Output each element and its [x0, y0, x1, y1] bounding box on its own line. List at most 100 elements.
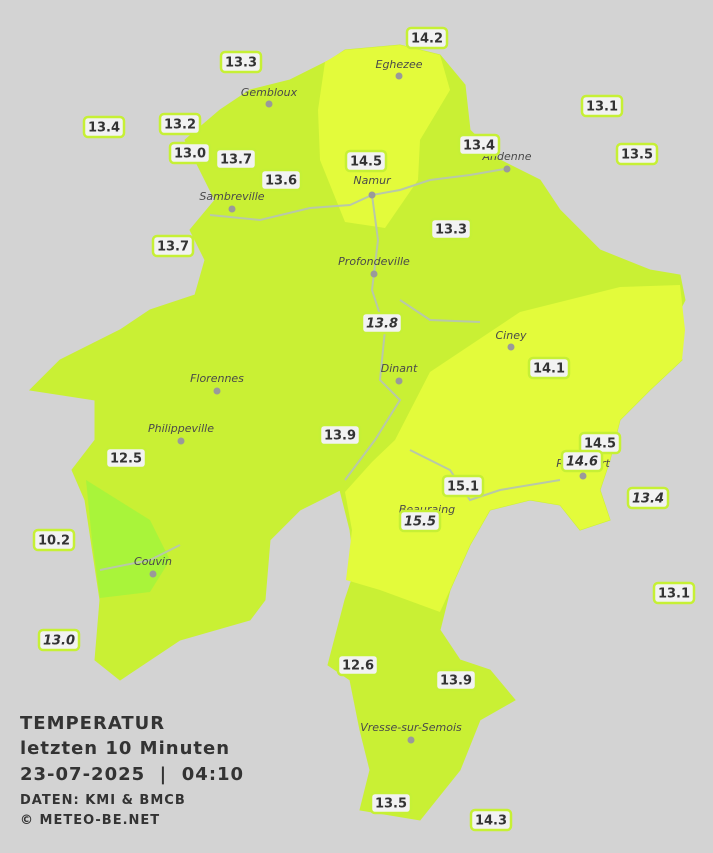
- city-label: Florennes: [190, 372, 244, 385]
- station-value: 14.2: [411, 32, 443, 47]
- city-dot: [177, 437, 185, 445]
- station: 13.0: [168, 141, 212, 165]
- station-box: [652, 581, 696, 605]
- city-label: Profondeville: [338, 255, 410, 268]
- station-value: 13.3: [225, 56, 257, 71]
- station-value: 13.3: [435, 223, 467, 238]
- city-label: Couvin: [134, 555, 172, 568]
- station-value: 13.2: [164, 118, 196, 133]
- station-value: 13.5: [621, 148, 653, 163]
- station-value: 13.7: [157, 240, 189, 255]
- station-box: [336, 653, 380, 677]
- station: 13.5: [615, 142, 659, 166]
- city-label: Sambreville: [199, 190, 264, 203]
- station-box: [527, 356, 571, 380]
- station-value: 12.6: [342, 659, 374, 674]
- station: 14.5: [344, 149, 388, 173]
- station-value: 15.5: [404, 515, 436, 530]
- city-label: Dinant: [381, 362, 418, 375]
- station-value: 13.4: [632, 492, 664, 507]
- station-box: [151, 234, 195, 258]
- city-label: Ciney: [496, 329, 527, 342]
- station: 15.5: [398, 509, 442, 533]
- city-dot: [395, 377, 403, 385]
- station-value: 12.5: [110, 452, 142, 467]
- station-box: [219, 50, 263, 74]
- station-value: 13.4: [88, 121, 120, 136]
- station: 15.1: [441, 474, 485, 498]
- station-value: 13.0: [43, 634, 75, 649]
- station-value: 13.0: [174, 147, 206, 162]
- station: 13.9: [434, 668, 478, 692]
- station: 13.7: [214, 147, 258, 171]
- city-label: Namur: [353, 174, 392, 187]
- station: 13.4: [457, 133, 501, 157]
- city-dot: [228, 205, 236, 213]
- city-label: Vresse-sur-Semois: [360, 721, 462, 734]
- station-box: [344, 149, 388, 173]
- station: 13.3: [429, 217, 473, 241]
- station: 12.6: [336, 653, 380, 677]
- station: 13.6: [259, 168, 303, 192]
- legend-period: letzten 10 Minuten: [20, 738, 230, 759]
- station-value: 13.8: [366, 317, 398, 332]
- station-value: 13.9: [324, 429, 356, 444]
- station: 13.8: [360, 311, 404, 335]
- station: 13.1: [580, 94, 624, 118]
- station: 13.4: [82, 115, 126, 139]
- station-box: [318, 423, 362, 447]
- station: 14.3: [469, 808, 513, 832]
- station-box: [560, 449, 604, 473]
- station-box: [626, 486, 670, 510]
- city-dot: [370, 270, 378, 278]
- city-label: Gembloux: [241, 86, 298, 99]
- station: 14.5: [578, 431, 622, 455]
- city-dot: [407, 736, 415, 744]
- station-box: [429, 217, 473, 241]
- station-value: 13.1: [586, 100, 618, 115]
- city-dot: [149, 570, 157, 578]
- station-box: [469, 808, 513, 832]
- station-value: 15.1: [447, 480, 479, 495]
- station-box: [360, 311, 404, 335]
- station: 14.2: [405, 26, 449, 50]
- station-value: 13.9: [440, 674, 472, 689]
- station: 13.7: [151, 234, 195, 258]
- station-value: 13.7: [220, 153, 252, 168]
- city-dot: [265, 100, 273, 108]
- station-box: [259, 168, 303, 192]
- station-box: [214, 147, 258, 171]
- station: 13.2: [158, 112, 202, 136]
- station: 14.1: [527, 356, 571, 380]
- station-box: [398, 509, 442, 533]
- city-dot: [579, 472, 587, 480]
- station: 13.3: [219, 50, 263, 74]
- station-box: [104, 446, 148, 470]
- station-box: [37, 628, 81, 652]
- station-box: [615, 142, 659, 166]
- city-label: Eghezee: [376, 58, 423, 71]
- city-dot: [503, 165, 511, 173]
- station-box: [441, 474, 485, 498]
- warm-zone: [318, 45, 450, 228]
- station: 13.1: [652, 581, 696, 605]
- city-dot: [368, 191, 376, 199]
- city-label: Philippeville: [148, 422, 214, 435]
- legend-source: DATEN: KMI & BMCB: [20, 793, 186, 808]
- station-value: 14.5: [584, 437, 616, 452]
- station: 14.6: [560, 449, 604, 473]
- station-box: [457, 133, 501, 157]
- legend-copyright: © METEO-BE.NET: [20, 813, 160, 828]
- city-dot: [213, 387, 221, 395]
- station-value: 10.2: [38, 534, 70, 549]
- station-value: 14.1: [533, 362, 565, 377]
- station: 12.5: [104, 446, 148, 470]
- station-value: 13.6: [265, 174, 297, 189]
- station-value: 14.5: [350, 155, 382, 170]
- legend-datetime: 23-07-2025 | 04:10: [20, 764, 244, 785]
- station-value: 13.5: [375, 797, 407, 812]
- station-box: [405, 26, 449, 50]
- station-box: [168, 141, 212, 165]
- legend-title: TEMPERATUR: [20, 713, 165, 734]
